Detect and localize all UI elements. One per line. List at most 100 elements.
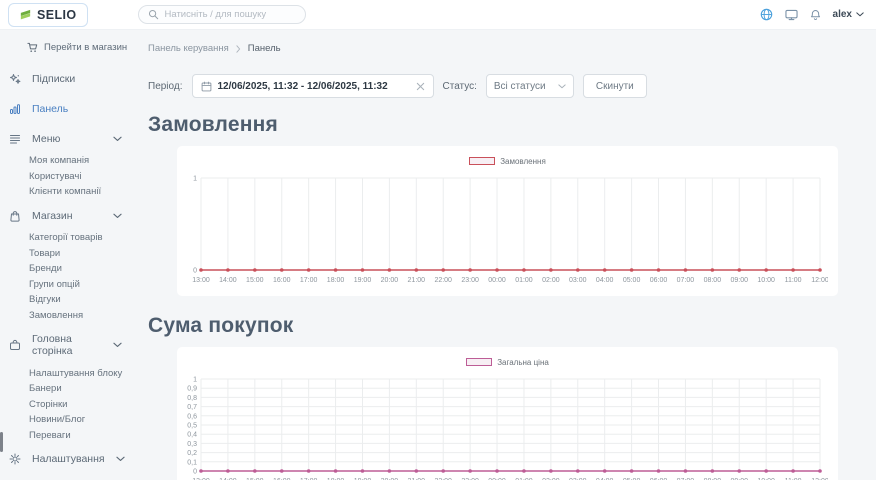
y-axis-label: 0,6 xyxy=(187,413,197,420)
sidebar-subitem-my-company[interactable]: Моя компанія xyxy=(29,155,90,167)
x-axis-label: 16:00 xyxy=(273,277,291,284)
sidebar-item-home-page[interactable]: Головна сторінка xyxy=(0,325,148,365)
x-axis-label: 18:00 xyxy=(327,478,345,480)
y-axis-label: 0,3 xyxy=(187,441,197,448)
total-price-data-point xyxy=(602,469,607,473)
orders-data-point xyxy=(387,268,392,272)
sidebar-item-subscriptions[interactable]: Підписки xyxy=(0,65,148,93)
orders-data-point xyxy=(360,268,365,272)
sidebar-subitem-news-blog[interactable]: Новини/Блог xyxy=(29,414,86,426)
sidebar-subitem-product-categories[interactable]: Категорії товарів xyxy=(29,232,103,244)
y-axis-label: 0,1 xyxy=(187,459,197,466)
x-axis-label: 11:00 xyxy=(785,277,802,284)
total-price-data-point xyxy=(333,469,338,473)
sidebar-subitem-products[interactable]: Товари xyxy=(29,247,61,259)
x-axis-label: 19:00 xyxy=(354,478,372,480)
language-globe-icon[interactable] xyxy=(760,8,773,21)
notifications-bell-icon[interactable] xyxy=(810,9,821,21)
x-axis-label: 20:00 xyxy=(381,478,399,480)
sidebar-item-label: Панель xyxy=(32,103,69,115)
y-axis-label: 0 xyxy=(193,268,197,275)
breadcrumb: Панель керування Панель xyxy=(148,43,876,54)
sidebar-subitem-banners[interactable]: Банери xyxy=(29,383,62,395)
total-price-data-point xyxy=(441,469,446,473)
purchases-section-title: Сума покупок xyxy=(148,314,294,337)
orders-chart-card: Замовлення 1 0 13:00 14:00 15:00 16:00 17:00 18:… xyxy=(177,146,838,296)
orders-data-point xyxy=(764,268,768,272)
total-price-data-point xyxy=(279,469,284,473)
bag-icon xyxy=(9,210,21,222)
total-price-data-point xyxy=(629,469,634,473)
total-price-legend[interactable]: Загальна ціна xyxy=(187,355,828,369)
reset-button[interactable]: Скинути xyxy=(582,74,647,98)
clear-icon[interactable] xyxy=(416,82,425,91)
orders-data-point xyxy=(575,268,580,272)
orders-data-point xyxy=(441,268,446,272)
sidebar-subitem-reviews[interactable]: Відгуки xyxy=(29,294,61,306)
orders-data-point xyxy=(683,268,688,272)
sidebar-item-dashboard[interactable]: Панель xyxy=(0,95,148,123)
y-axis-label: 0,8 xyxy=(187,395,197,402)
chevron-right-icon xyxy=(236,44,241,53)
breadcrumb-dashboard-link[interactable]: Панель керування xyxy=(148,43,229,54)
x-axis-label: 00:00 xyxy=(488,478,506,480)
sidebar-subitem-pages[interactable]: Сторінки xyxy=(29,398,68,410)
total-price-legend-label: Загальна ціна xyxy=(497,357,549,367)
sidebar-scrollbar[interactable] xyxy=(0,432,3,452)
orders-data-point xyxy=(414,268,419,272)
total-price-chart: Загальна ціна 1 0,9 0,8 0,7 0,6 0,5 0,4 0,3 0,2 0,… xyxy=(187,355,828,480)
sidebar-subitem-block-settings[interactable]: Налаштування блоку xyxy=(29,367,123,379)
sidebar-subitem-users[interactable]: Користувачі xyxy=(29,170,82,182)
x-axis-label: 18:00 xyxy=(327,277,345,284)
orders-data-point xyxy=(791,268,795,272)
sidebar-subitem-option-groups[interactable]: Групи опцій xyxy=(29,278,80,290)
go-to-store-link[interactable]: Перейти в магазин xyxy=(27,42,148,53)
period-date-range-input[interactable]: 12/06/2025, 11:32 - 12/06/2025, 11:32 xyxy=(191,74,434,98)
sidebar-item-label: Меню xyxy=(32,133,61,145)
search-input[interactable]: Натисніть / для пошуку xyxy=(137,5,306,24)
x-axis-label: 17:00 xyxy=(300,277,318,284)
y-axis-label: 0,7 xyxy=(187,404,197,411)
orders-plot: 1 0 13:00 14:00 15:00 16:00 17:00 18:00 19:00 20:… xyxy=(192,176,828,285)
sidebar-subitem-orders[interactable]: Замовлення xyxy=(29,310,84,322)
total-price-data-point xyxy=(818,469,822,473)
x-axis-label: 20:00 xyxy=(381,277,399,284)
filter-bar: Період: 12/06/2025, 11:32 - 12/06/2025, … xyxy=(148,74,876,98)
user-menu[interactable]: alex xyxy=(833,9,864,20)
home-page-icon xyxy=(9,339,21,351)
subscriptions-icon xyxy=(9,73,21,85)
total-price-data-point xyxy=(226,469,230,473)
sidebar-item-label: Налаштування xyxy=(32,453,105,466)
sidebar-item-menu[interactable]: Меню xyxy=(0,125,148,153)
total-price-plot: 1 0,9 0,8 0,7 0,6 0,5 0,4 0,3 0,2 0,1 0 13:00 14:00 1… xyxy=(187,377,828,480)
status-select[interactable]: Всі статуси xyxy=(485,74,574,98)
logo[interactable]: SELIO xyxy=(8,2,88,27)
sidebar-subitem-benefits[interactable]: Переваги xyxy=(29,430,71,442)
total-price-data-point xyxy=(656,469,661,473)
orders-data-point xyxy=(629,268,634,272)
sidebar-item-settings[interactable]: Налаштування xyxy=(0,445,148,473)
x-axis-label: 12:00 xyxy=(811,478,828,480)
total-price-data-point xyxy=(549,469,553,473)
x-axis-label: 00:00 xyxy=(488,277,506,284)
sidebar-subitem-company-clients[interactable]: Клієнти компанії xyxy=(29,186,102,198)
cart-icon xyxy=(27,42,38,53)
monitor-icon[interactable] xyxy=(784,9,798,21)
orders-data-point xyxy=(602,268,607,272)
chevron-down-icon xyxy=(115,456,125,462)
total-price-data-point xyxy=(414,469,419,473)
x-axis-label: 12:00 xyxy=(811,277,828,284)
orders-data-point xyxy=(253,268,257,272)
orders-data-point xyxy=(306,268,311,272)
search-placeholder: Натисніть / для пошуку xyxy=(164,9,267,20)
x-axis-label: 10:00 xyxy=(757,277,775,284)
x-axis-label: 19:00 xyxy=(354,277,372,284)
x-axis-label: 08:00 xyxy=(704,478,722,480)
x-axis-label: 13:00 xyxy=(192,478,210,480)
total-price-data-point xyxy=(495,469,499,473)
orders-legend[interactable]: Замовлення xyxy=(187,154,828,168)
sidebar-item-store[interactable]: Магазин xyxy=(0,202,148,230)
orders-data-point xyxy=(333,268,338,272)
y-axis-label: 0,5 xyxy=(187,423,197,430)
sidebar-subitem-brands[interactable]: Бренди xyxy=(29,263,62,275)
